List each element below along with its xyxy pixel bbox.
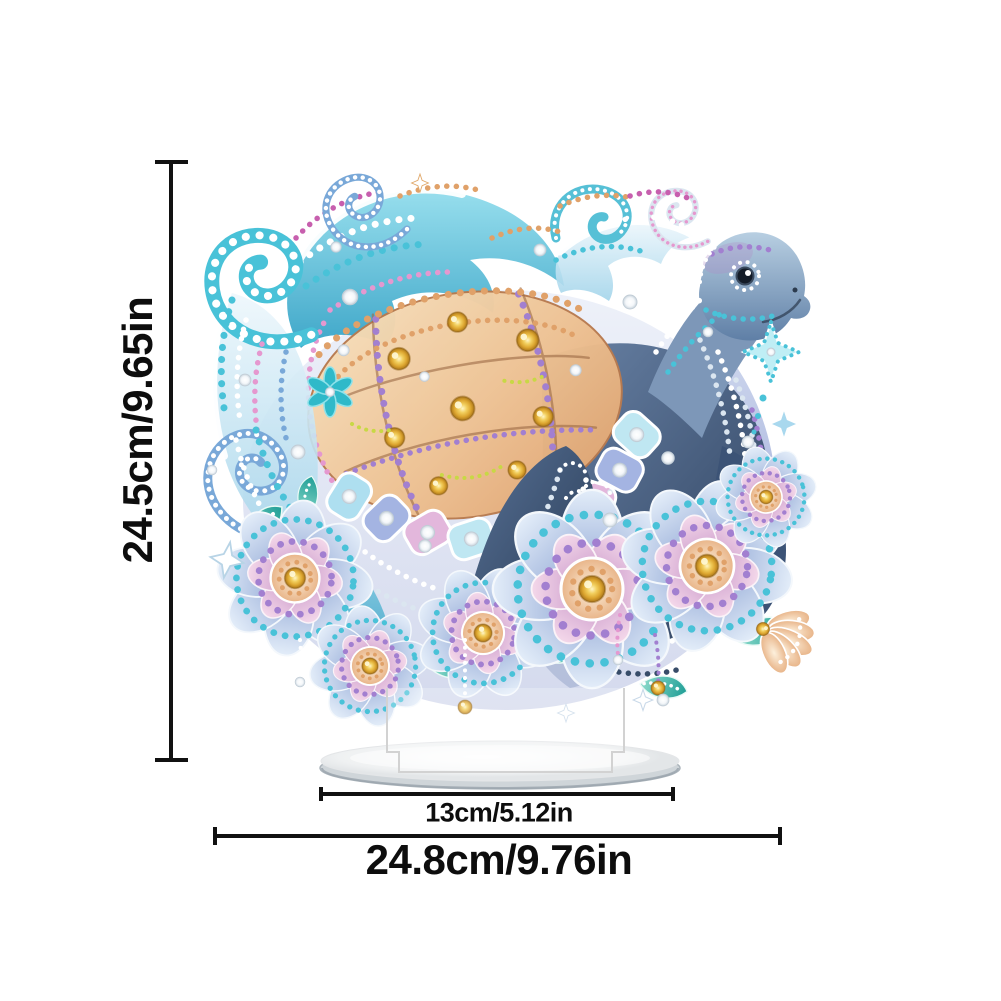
total-width-dimension-label: 24.8cm/9.76in	[365, 836, 633, 883]
height-dimension-label: 24.5cm/9.65in	[114, 296, 161, 564]
sparkle-snowflake	[769, 408, 799, 440]
teal-flower-gem	[307, 366, 353, 418]
base-width-dimension-label: 13cm/5.12in	[425, 797, 573, 828]
acrylic-stand	[319, 688, 681, 790]
turtle-head	[698, 232, 811, 341]
turtle-eye	[735, 266, 755, 286]
sparkles	[206, 173, 801, 723]
stand-tab	[386, 688, 625, 773]
flower-cluster	[207, 434, 829, 736]
sparkle-star	[741, 320, 801, 384]
dimension-annotations	[155, 160, 782, 845]
